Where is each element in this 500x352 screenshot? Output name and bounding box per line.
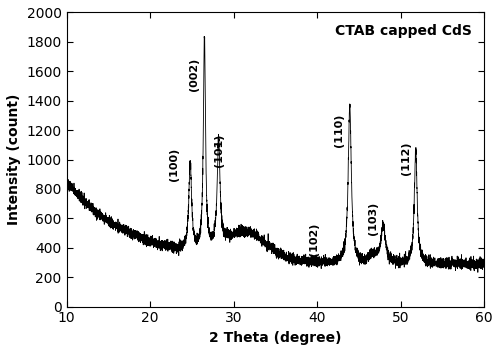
Y-axis label: Intensity (count): Intensity (count) <box>7 94 21 225</box>
Text: (101): (101) <box>214 134 224 168</box>
Text: CTAB capped CdS: CTAB capped CdS <box>335 24 471 38</box>
Text: (002): (002) <box>188 58 198 91</box>
Text: (102): (102) <box>309 222 319 256</box>
Text: (100): (100) <box>170 147 179 181</box>
Text: (110): (110) <box>334 113 344 147</box>
X-axis label: 2 Theta (degree): 2 Theta (degree) <box>209 331 342 345</box>
Text: (103): (103) <box>368 202 378 235</box>
Text: (112): (112) <box>400 141 410 175</box>
